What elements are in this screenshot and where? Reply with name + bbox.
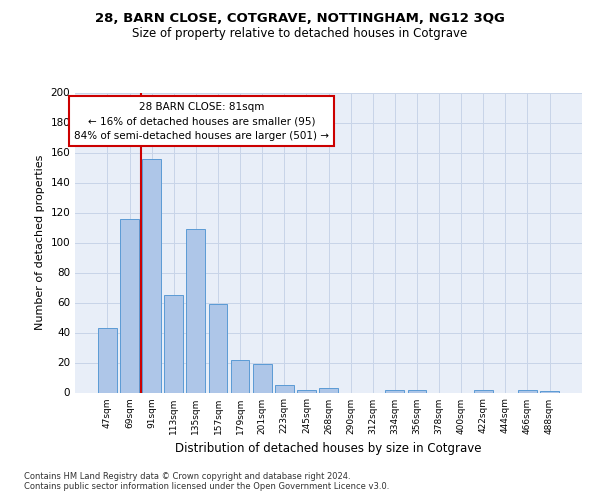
Bar [385,390,404,392]
Text: 28, BARN CLOSE, COTGRAVE, NOTTINGHAM, NG12 3QG: 28, BARN CLOSE, COTGRAVE, NOTTINGHAM, NG… [95,12,505,26]
Text: Contains HM Land Registry data © Crown copyright and database right 2024.: Contains HM Land Registry data © Crown c… [24,472,350,481]
Bar [120,218,139,392]
Bar [518,390,537,392]
Bar [253,364,272,392]
Bar [275,385,293,392]
Text: 28 BARN CLOSE: 81sqm
← 16% of detached houses are smaller (95)
84% of semi-detac: 28 BARN CLOSE: 81sqm ← 16% of detached h… [74,102,329,141]
Bar [297,390,316,392]
Bar [319,388,338,392]
X-axis label: Distribution of detached houses by size in Cotgrave: Distribution of detached houses by size … [175,442,482,455]
Y-axis label: Number of detached properties: Number of detached properties [35,155,45,330]
Bar [407,390,427,392]
Bar [474,390,493,392]
Text: Size of property relative to detached houses in Cotgrave: Size of property relative to detached ho… [133,28,467,40]
Bar [98,328,117,392]
Bar [164,295,183,392]
Bar [230,360,250,392]
Bar [540,391,559,392]
Bar [187,229,205,392]
Text: Contains public sector information licensed under the Open Government Licence v3: Contains public sector information licen… [24,482,389,491]
Bar [142,158,161,392]
Bar [209,304,227,392]
